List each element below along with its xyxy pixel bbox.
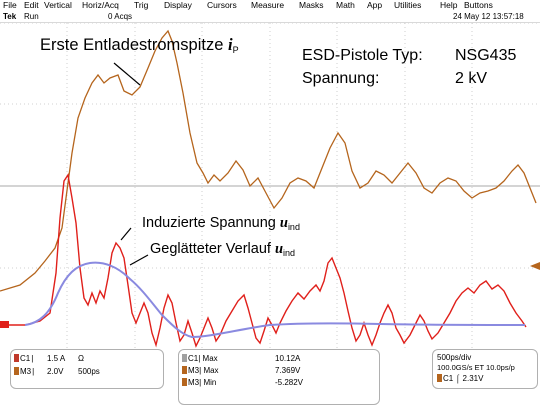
- pointer-smoothed: [129, 254, 149, 266]
- smoothed-annotation: Geglätteter Verlauf uind: [150, 241, 295, 258]
- voltage-label: Spannung:: [302, 70, 380, 87]
- pointer-induced: [120, 227, 132, 241]
- current-trace: [0, 29, 537, 292]
- waveform-display[interactable]: [0, 23, 540, 350]
- menu-horiz-acq[interactable]: Horiz/Acq: [82, 0, 119, 10]
- menu-buttons[interactable]: Buttons: [464, 0, 493, 10]
- brand-label: Tek: [3, 12, 17, 21]
- menu-masks[interactable]: Masks: [299, 0, 324, 10]
- trigger-readout: C1 ⌠ 2.31V: [437, 374, 483, 384]
- peak-subscript: P: [232, 45, 239, 55]
- smoothed-voltage-trace: [24, 261, 526, 339]
- induced-voltage-trace: [0, 173, 527, 348]
- menu-edit[interactable]: Edit: [24, 0, 39, 10]
- menu-app[interactable]: App: [367, 0, 383, 10]
- timebase-value: 500ps/div: [437, 353, 472, 362]
- menu-utilities[interactable]: Utilities: [394, 0, 422, 10]
- c1-color-chip: [14, 354, 19, 362]
- c1-label: C1: [20, 354, 31, 363]
- menu-file[interactable]: File: [3, 0, 17, 10]
- run-status[interactable]: Run: [24, 12, 39, 21]
- rising-edge-icon: ⌠: [455, 374, 461, 383]
- status-bar: Tek Run 0 Acqs 24 May 12 13:57:18: [0, 11, 540, 23]
- meas1-value: 10.12A: [275, 354, 301, 363]
- m3-label: M3: [20, 367, 32, 376]
- trigger-marker[interactable]: [530, 262, 540, 270]
- smoothed-symbol: u: [274, 241, 284, 257]
- trigger-level: 2.31V: [462, 374, 484, 383]
- m3-scale: 2.0V: [47, 367, 64, 376]
- meas1-chip: [182, 354, 187, 362]
- trigger-source: C1: [443, 374, 454, 383]
- meas3-chip: [182, 378, 187, 386]
- menu-cursors[interactable]: Cursors: [207, 0, 237, 10]
- smoothed-annotation-text: Geglätteter Verlauf: [150, 241, 271, 257]
- gun-type-value: NSG435: [455, 47, 517, 64]
- meas2-kind: Max: [203, 366, 219, 375]
- gun-type-label: ESD-Pistole Typ:: [302, 47, 423, 64]
- channel-readout-panel[interactable]: C1| 1.5 A Ω M3| 2.0V 500ps: [10, 349, 164, 389]
- c1-scale: 1.5 A: [47, 354, 66, 363]
- measurement-panel[interactable]: C1| Max 10.12A M3| Max 7.369V M3| Min -5…: [178, 349, 380, 405]
- meas3-src: M3: [188, 378, 200, 387]
- meas2-chip: [182, 366, 187, 374]
- menu-measure[interactable]: Measure: [251, 0, 285, 10]
- induced-annotation-text: Induzierte Spannung: [142, 215, 276, 231]
- trigger-chip: [437, 374, 442, 382]
- meas2-src: M3: [188, 366, 200, 375]
- meas-c1-max: C1| Max: [182, 354, 218, 364]
- menu-display[interactable]: Display: [164, 0, 192, 10]
- peak-annotation: Erste Entladestromspitze iP: [40, 35, 239, 55]
- graticule: [0, 23, 540, 350]
- induced-subscript: ind: [287, 222, 300, 232]
- induced-annotation: Induzierte Spannung uind: [142, 215, 300, 232]
- readout-area: C1| 1.5 A Ω M3| 2.0V 500ps C1| Max 10.12…: [0, 348, 540, 405]
- sample-rate: 100.0GS/s ET 10.0ps/p: [437, 363, 515, 372]
- menu-bar: File Edit Vertical Horiz/Acq Trig Displa…: [0, 0, 540, 11]
- meas1-src: C1: [188, 354, 199, 363]
- date-time: 24 May 12 13:57:18: [453, 12, 524, 21]
- meas1-kind: Max: [202, 354, 218, 363]
- meas-m3-min: M3| Min: [182, 378, 216, 388]
- c1-impedance: Ω: [78, 354, 84, 363]
- m3-timescale: 500ps: [78, 367, 100, 376]
- menu-vertical[interactable]: Vertical: [44, 0, 72, 10]
- m3-color-chip: [14, 367, 19, 375]
- meas3-value: -5.282V: [275, 378, 304, 387]
- menu-math[interactable]: Math: [336, 0, 355, 10]
- induced-symbol: u: [279, 215, 288, 231]
- peak-annotation-text: Erste Entladestromspitze: [40, 36, 224, 54]
- timebase-panel[interactable]: 500ps/div 100.0GS/s ET 10.0ps/p C1 ⌠ 2.3…: [432, 349, 538, 389]
- m3-readout: M3|: [14, 367, 34, 377]
- voltage-value: 2 kV: [455, 70, 488, 87]
- meas-m3-max: M3| Max: [182, 366, 219, 376]
- meas2-value: 7.369V: [275, 366, 301, 375]
- c1-readout: C1|: [14, 354, 33, 364]
- pointer-peak: [113, 62, 141, 86]
- meas3-kind: Min: [203, 378, 217, 387]
- smoothed-subscript: ind: [283, 248, 296, 258]
- acquisition-count: 0 Acqs: [108, 12, 133, 21]
- peak-symbol: i: [228, 35, 233, 54]
- menu-help[interactable]: Help: [440, 0, 458, 10]
- menu-trig[interactable]: Trig: [134, 0, 149, 10]
